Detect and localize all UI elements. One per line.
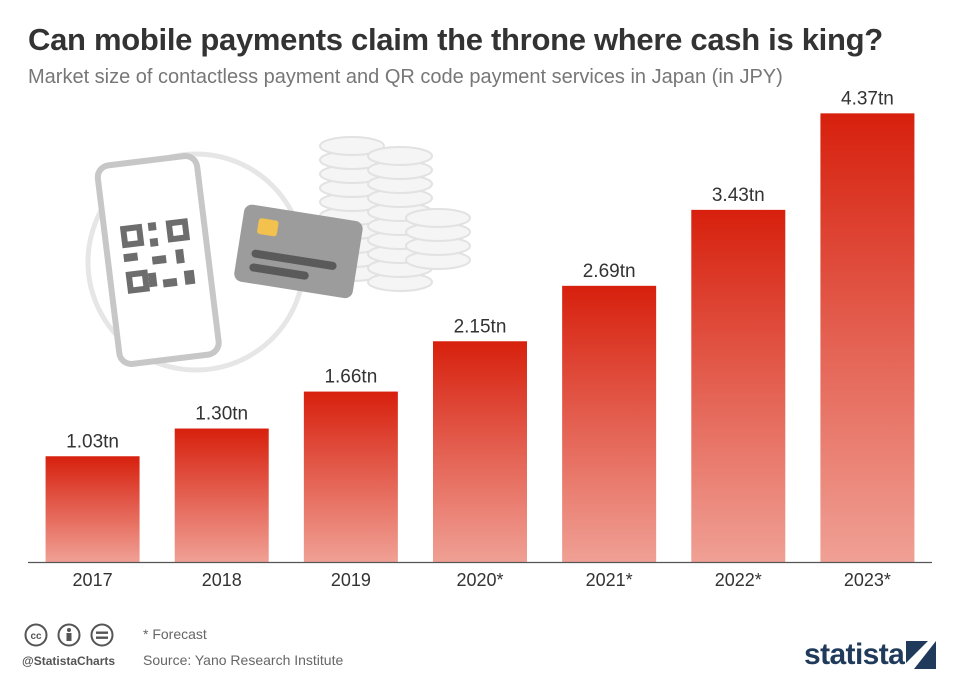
license-icons: cc [24, 623, 114, 647]
data-label: 1.30tn [195, 404, 248, 425]
data-label: 1.03tn [66, 431, 119, 452]
statista-logo: statista [804, 638, 905, 671]
x-tick-label: 2017 [73, 570, 113, 590]
x-tick-label: 2018 [202, 570, 242, 590]
x-tick-label: 2021* [586, 570, 633, 590]
bar-2022 [691, 209, 786, 562]
chart-area: 1.03tn 1.30tn 1.66tn 2.15tn 2.69tn 3.43tn 4.37… [28, 88, 932, 590]
value-labels-layer: 1.03tn 1.30tn 1.66tn 2.15tn 2.69tn 3.43tn 4.37… [66, 88, 894, 452]
chart-title: Can mobile payments claim the throne whe… [28, 22, 883, 57]
data-label: 4.37tn [841, 88, 894, 109]
svg-text:cc: cc [30, 631, 42, 642]
statista-logo-mark-icon [906, 641, 936, 669]
smartphone-qr-icon [94, 153, 222, 367]
bar-2020 [433, 341, 527, 562]
x-tick-label: 2020* [456, 570, 503, 590]
x-tick-label: 2019 [331, 570, 371, 590]
bars-layer [45, 113, 915, 562]
no-derivatives-icon [90, 623, 114, 647]
bar-2017 [45, 456, 140, 562]
chart-subtitle: Market size of contactless payment and Q… [28, 66, 783, 88]
bar-2018 [174, 428, 269, 562]
source-note: Source: Yano Research Institute [143, 652, 344, 668]
data-label: 2.69tn [583, 261, 636, 282]
data-label: 2.15tn [454, 316, 507, 337]
bar-2023 [820, 113, 915, 562]
credit-card-icon [234, 204, 363, 299]
cc-icon: cc [24, 623, 48, 647]
forecast-note: * Forecast [143, 626, 207, 642]
social-handle: @StatistaCharts [22, 654, 116, 668]
data-label: 1.66tn [324, 367, 377, 388]
bar-2019 [303, 391, 398, 562]
x-tick-label: 2023* [844, 570, 891, 590]
attribution-icon [57, 623, 81, 647]
category-labels-layer: 2017 2018 2019 2020* 2021* 2022* 2023* [73, 570, 891, 590]
x-tick-label: 2022* [715, 570, 762, 590]
payment-illustration [85, 136, 471, 373]
data-label: 3.43tn [712, 185, 765, 206]
bar-2021 [562, 285, 657, 562]
